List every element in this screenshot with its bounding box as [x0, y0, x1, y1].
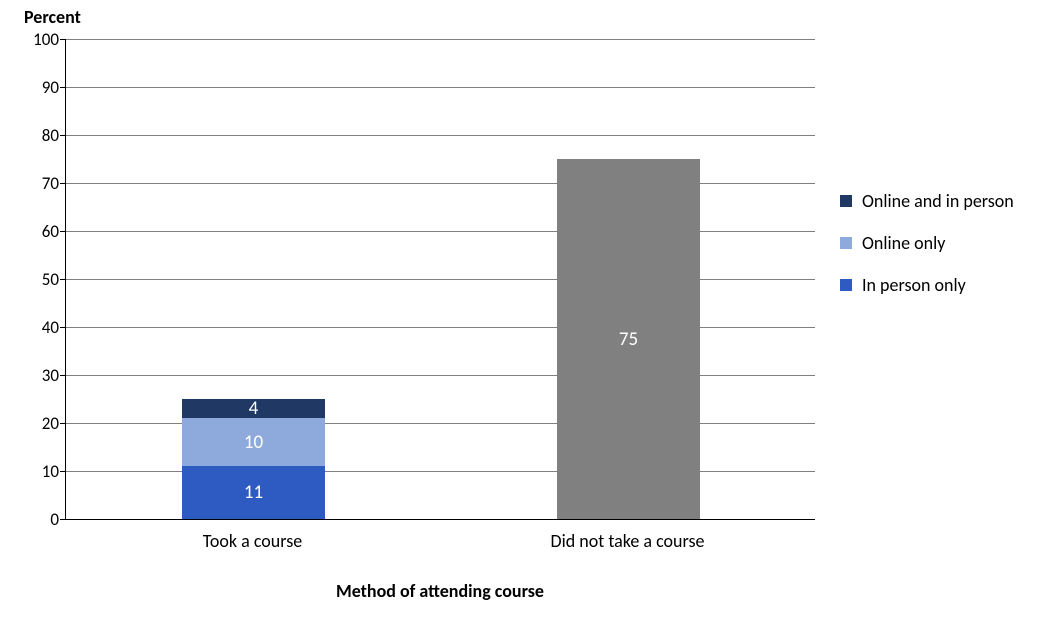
x-axis-title: Method of attending course — [65, 580, 815, 602]
category-label: Took a course — [65, 530, 440, 552]
bar: 75 — [557, 159, 700, 519]
legend-label: Online and in person — [862, 190, 1014, 212]
y-tick-label: 100 — [19, 29, 59, 50]
y-tick-label: 70 — [19, 173, 59, 194]
y-tick-label: 40 — [19, 317, 59, 338]
y-tick — [60, 375, 66, 376]
grid-line — [66, 183, 815, 184]
y-axis-title: Percent — [24, 6, 81, 28]
bar-segment: 10 — [182, 418, 325, 466]
grid-line — [66, 375, 815, 376]
grid-line — [66, 135, 815, 136]
y-tick-label: 20 — [19, 413, 59, 434]
legend: Online and in person Online only In person… — [840, 170, 1014, 316]
grid-line — [66, 231, 815, 232]
legend-swatch — [840, 195, 852, 207]
y-tick — [60, 423, 66, 424]
y-tick — [60, 183, 66, 184]
legend-swatch — [840, 237, 852, 249]
y-tick-label: 90 — [19, 77, 59, 98]
y-tick — [60, 279, 66, 280]
bar: 11104 — [182, 399, 325, 519]
legend-item: Online and in person — [840, 190, 1014, 212]
y-tick — [60, 39, 66, 40]
grid-line — [66, 471, 815, 472]
y-tick — [60, 471, 66, 472]
legend-label: In person only — [862, 274, 966, 296]
grid-line — [66, 423, 815, 424]
legend-label: Online only — [862, 232, 945, 254]
bar-segment: 75 — [557, 159, 700, 519]
y-tick — [60, 87, 66, 88]
grid-line — [66, 327, 815, 328]
grid-line — [66, 39, 815, 40]
plot-area: 11104 75 — [65, 40, 815, 520]
grid-line — [66, 87, 815, 88]
legend-item: Online only — [840, 232, 1014, 254]
y-tick-label: 10 — [19, 461, 59, 482]
category-label: Did not take a course — [440, 530, 815, 552]
bar-segment: 11 — [182, 466, 325, 519]
y-tick — [60, 231, 66, 232]
y-tick — [60, 135, 66, 136]
y-tick-label: 60 — [19, 221, 59, 242]
legend-swatch — [840, 279, 852, 291]
bar-segment: 4 — [182, 399, 325, 418]
y-tick — [60, 327, 66, 328]
y-tick-label: 80 — [19, 125, 59, 146]
y-tick — [60, 519, 66, 520]
y-tick-label: 30 — [19, 365, 59, 386]
grid-line — [66, 279, 815, 280]
legend-item: In person only — [840, 274, 1014, 296]
chart-container: Percent 1110475 Method of attending cour… — [0, 0, 1041, 619]
y-tick-label: 50 — [19, 269, 59, 290]
y-tick-label: 0 — [19, 509, 59, 530]
